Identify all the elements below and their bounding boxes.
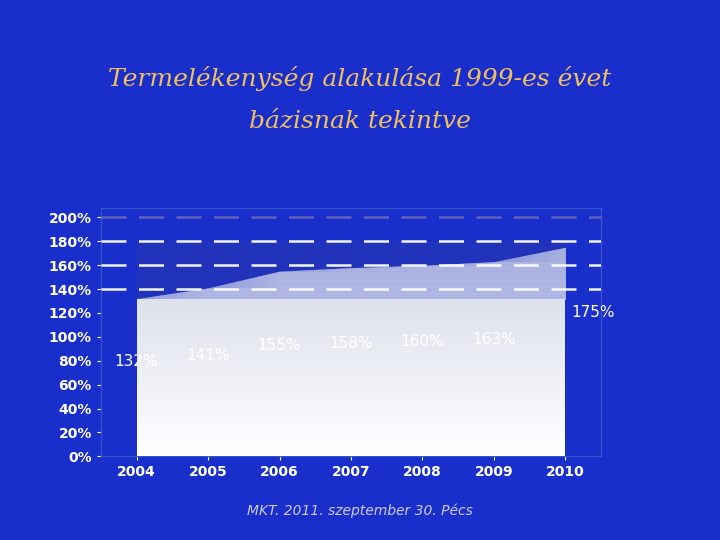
Text: 160%: 160% <box>400 334 444 349</box>
Text: MKT. 2011. szeptember 30. Pécs: MKT. 2011. szeptember 30. Pécs <box>247 503 473 517</box>
Text: 132%: 132% <box>114 354 158 369</box>
Text: 141%: 141% <box>186 348 230 363</box>
Text: 163%: 163% <box>472 332 516 347</box>
Text: 155%: 155% <box>258 338 301 353</box>
Text: Termelékenység alakulása 1999-es évet: Termelékenység alakulása 1999-es évet <box>109 66 611 91</box>
Text: bázisnak tekintve: bázisnak tekintve <box>249 110 471 133</box>
Text: 158%: 158% <box>329 335 373 350</box>
Text: 175%: 175% <box>571 306 615 321</box>
